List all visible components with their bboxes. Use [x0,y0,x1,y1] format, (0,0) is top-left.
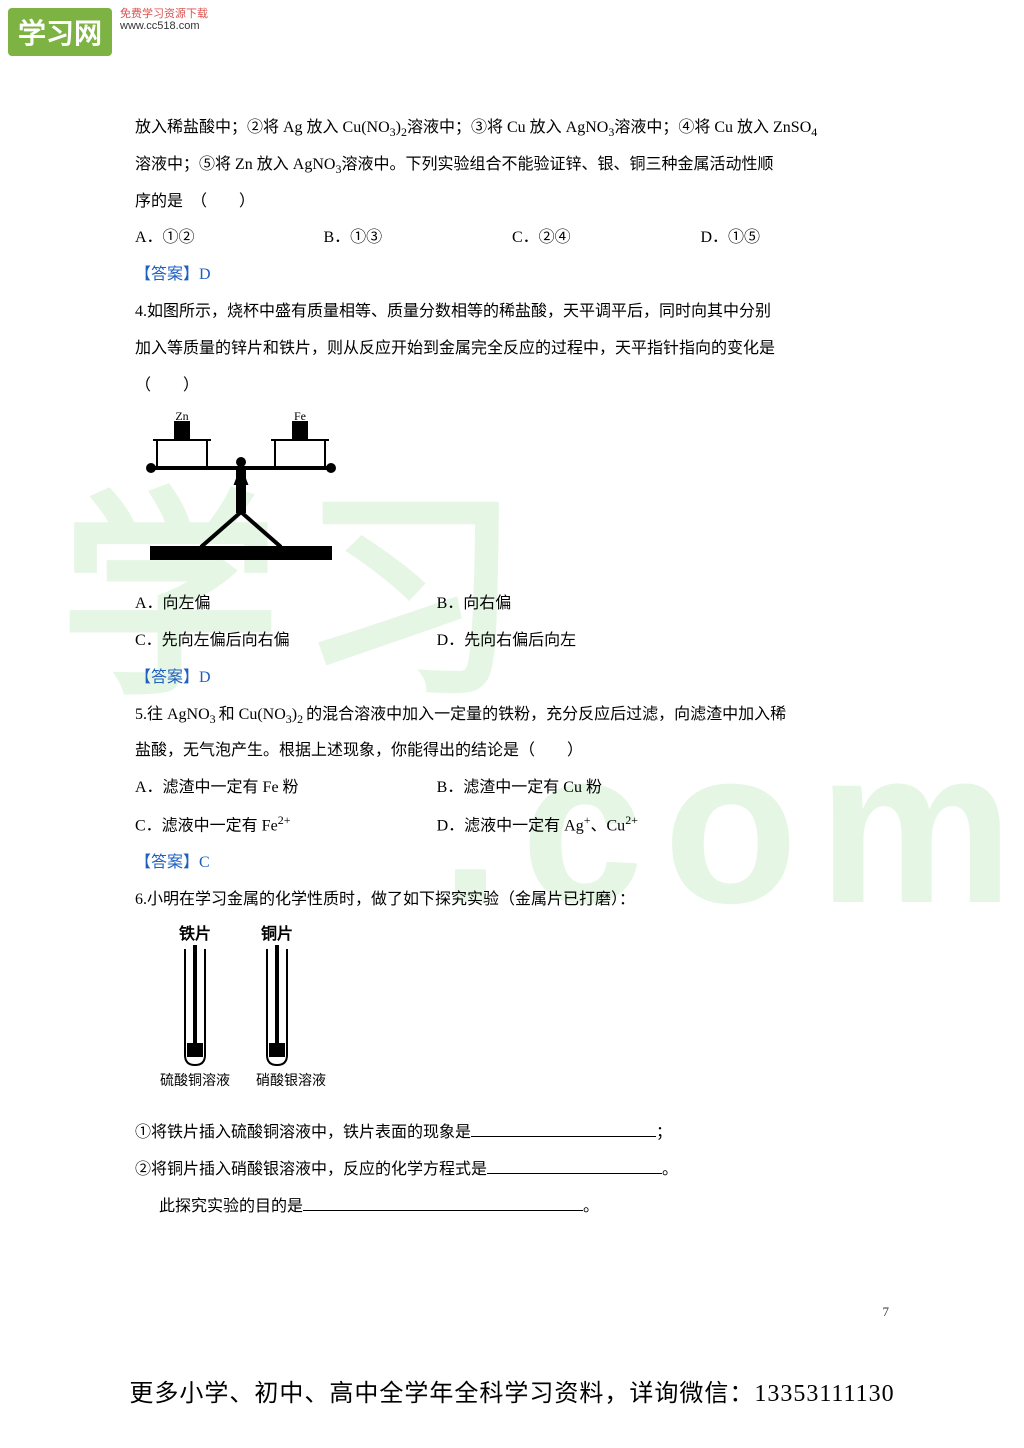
q3-line1: 放入稀盐酸中；②将 Ag 放入 Cu(NO3)2溶液中；③将 Cu 放入 AgN… [135,110,889,147]
svg-text:硝酸银溶液: 硝酸银溶液 [256,1073,326,1089]
q4-line2: 加入等质量的锌片和铁片，则从反应开始到金属完全反应的过程中，天平指针指向的变化是 [135,331,889,368]
q4-answer: 【答案】D [135,660,889,697]
svg-text:硫酸铜溶液: 硫酸铜溶液 [160,1073,230,1089]
q5-answer: 【答案】C [135,845,889,882]
q6-sub1: ①将铁片插入硫酸铜溶液中，铁片表面的现象是； [135,1115,889,1152]
tubes-diagram: 铁片 铜片 硫酸铜溶液 硝酸银溶液 [149,925,339,1095]
page-number: 7 [883,1304,890,1320]
q6-sub3: 此探究实验的目的是。 [135,1189,889,1226]
q5-options-row2: C．滤液中一定有 Fe2+ D．滤液中一定有 Ag+、Cu2+ [135,807,889,845]
site-header: 学习网 免费学习资源下载 www.cc518.com [8,8,208,56]
logo-tag-top: 免费学习资源下载 [120,8,208,20]
q5-opt-d: D．滤液中一定有 Ag+、Cu2+ [437,807,638,845]
footer-text: 更多小学、初中、高中全学年全科学习资料，详询微信：13353111130 [0,1373,1024,1408]
q4-options-row1: A．向左偏 B．向右偏 [135,586,889,623]
q6-line1: 6.小明在学习金属的化学性质时，做了如下探究实验（金属片已打磨）： [135,882,889,919]
document-content: 放入稀盐酸中；②将 Ag 放入 Cu(NO3)2溶液中；③将 Cu 放入 AgN… [0,0,1024,1226]
q5-line2: 盐酸，无气泡产生。根据上述现象，你能得出的结论是（ ） [135,733,889,770]
q3-opt-b: B．①③ [324,220,513,257]
q5-opt-c: C．滤液中一定有 Fe2+ [135,807,437,845]
svg-text:铜片: 铜片 [261,925,293,943]
q5-opt-b: B．滤渣中一定有 Cu 粉 [437,770,602,807]
q4-opt-a: A．向左偏 [135,586,437,623]
q4-line1: 4.如图所示，烧杯中盛有质量相等、质量分数相等的稀盐酸，天平调平后，同时向其中分… [135,294,889,331]
q3-opt-a: A．①② [135,220,324,257]
q4-opt-b: B．向右偏 [437,586,512,623]
q3-opt-d: D．①⑤ [701,220,890,257]
q5-options-row1: A．滤渣中一定有 Fe 粉 B．滤渣中一定有 Cu 粉 [135,770,889,807]
logo-url: www.cc518.com [120,20,199,32]
logo-subtitle: 免费学习资源下载 www.cc518.com [120,8,208,32]
svg-text:铁片: 铁片 [179,925,211,943]
q3-line3: 序的是 （ ） [135,184,889,221]
q5-opt-a: A．滤渣中一定有 Fe 粉 [135,770,437,807]
logo: 学习网 [8,8,112,56]
blank-1 [471,1136,656,1137]
q3-answer: 【答案】D [135,257,889,294]
q6-sub2: ②将铜片插入硝酸银溶液中，反应的化学方程式是。 [135,1152,889,1189]
balance-label-fe: Fe [294,412,306,423]
q4-opt-d: D．先向右偏后向左 [437,623,577,660]
q4-line3: （ ） [135,368,889,405]
q3-line2: 溶液中；⑤将 Zn 放入 AgNO3溶液中。下列实验组合不能验证锌、银、铜三种金… [135,147,889,184]
balance-label-zn: Zn [175,412,188,423]
balance-diagram: Zn Fe [131,412,351,567]
q4-options-row2: C．先向左偏后向右偏 D．先向右偏后向左 [135,623,889,660]
q5-line1: 5.往 AgNO3 和 Cu(NO3)2 的混合溶液中加入一定量的铁粉，充分反应… [135,697,889,734]
logo-text: 学习网 [18,12,102,52]
q3-opt-c: C．②④ [512,220,701,257]
q4-opt-c: C．先向左偏后向右偏 [135,623,437,660]
q3-options: A．①② B．①③ C．②④ D．①⑤ [135,220,889,257]
blank-3 [303,1210,583,1211]
blank-2 [487,1173,662,1174]
